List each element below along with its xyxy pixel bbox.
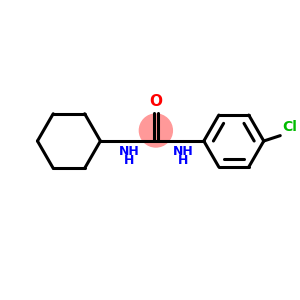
Text: O: O: [149, 94, 162, 109]
Text: H: H: [124, 154, 134, 167]
Text: NH: NH: [172, 145, 193, 158]
Text: NH: NH: [118, 145, 139, 158]
Circle shape: [140, 114, 172, 147]
Text: Cl: Cl: [282, 120, 297, 134]
Text: H: H: [178, 154, 188, 167]
